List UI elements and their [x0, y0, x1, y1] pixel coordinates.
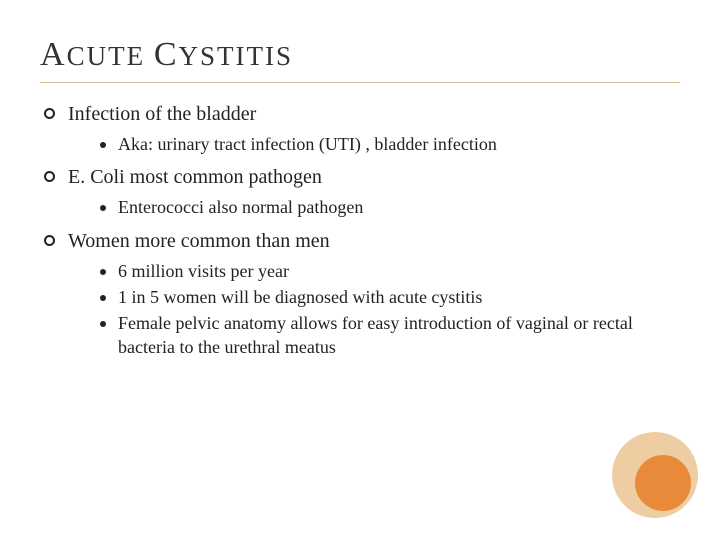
title-cap-c: C	[154, 36, 179, 73]
bullet-text: Female pelvic anatomy allows for easy in…	[118, 313, 633, 357]
bullet-text: Enterococci also normal pathogen	[118, 197, 363, 217]
title-word-cute: CUTE	[67, 41, 146, 71]
bullet-text: Aka: urinary tract infection (UTI) , bla…	[118, 134, 497, 154]
slide-content: Infection of the bladder Aka: urinary tr…	[40, 101, 680, 360]
bullet-l2: 6 million visits per year	[98, 259, 680, 283]
title-underline	[40, 82, 680, 83]
bullet-l2-group: Enterococci also normal pathogen	[68, 195, 680, 219]
bullet-l1: Women more common than men 6 million vis…	[40, 228, 680, 360]
bullet-l2-group: 6 million visits per year 1 in 5 women w…	[68, 259, 680, 360]
bullet-l2: 1 in 5 women will be diagnosed with acut…	[98, 285, 680, 309]
bullet-l2: Aka: urinary tract infection (UTI) , bla…	[98, 132, 680, 156]
bullet-text: E. Coli most common pathogen	[68, 166, 322, 188]
bullet-l1: Infection of the bladder Aka: urinary tr…	[40, 101, 680, 156]
bullet-l2: Enterococci also normal pathogen	[98, 195, 680, 219]
bullet-list: Infection of the bladder Aka: urinary tr…	[40, 101, 680, 360]
slide-title: ACUTE CYSTITIS	[40, 36, 680, 74]
title-cap-a: A	[40, 36, 67, 73]
bullet-l2: Female pelvic anatomy allows for easy in…	[98, 311, 680, 360]
bullet-text: Women more common than men	[68, 230, 330, 252]
bullet-text: Infection of the bladder	[68, 103, 256, 125]
bullet-l1: E. Coli most common pathogen Enterococci…	[40, 164, 680, 219]
decorative-circle-inner	[635, 455, 691, 511]
title-word-ystitis: YSTITIS	[179, 41, 294, 71]
bullet-l2-group: Aka: urinary tract infection (UTI) , bla…	[68, 132, 680, 156]
bullet-text: 1 in 5 women will be diagnosed with acut…	[118, 287, 482, 307]
bullet-text: 6 million visits per year	[118, 261, 289, 281]
slide: ACUTE CYSTITIS Infection of the bladder …	[0, 0, 720, 540]
